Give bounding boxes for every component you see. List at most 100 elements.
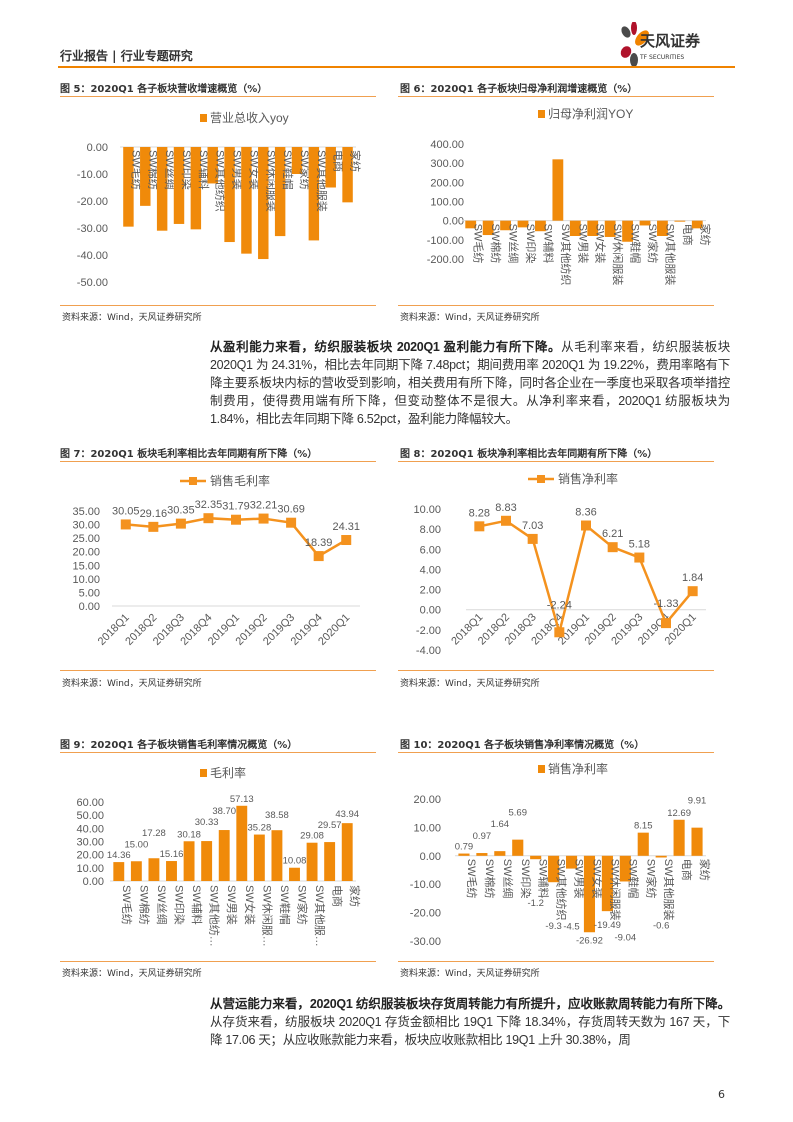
- paragraph-lead: 从营运能力来看，2020Q1 纺织服装板块存货周转能力有所提升，应收账款周转能力…: [210, 997, 730, 1011]
- category-label: SW鞋帽: [629, 224, 643, 264]
- data-label: 7.03: [522, 520, 543, 532]
- bar: [458, 853, 470, 856]
- y-tick-label: 10.00: [72, 574, 100, 586]
- data-label: 32.21: [250, 500, 278, 512]
- y-tick-label: 10.00: [76, 863, 104, 875]
- y-tick-label: -2.00: [416, 625, 441, 637]
- data-label: -9.04: [614, 932, 636, 943]
- bar: [691, 827, 703, 856]
- category-label: 电商: [331, 885, 345, 907]
- y-tick-label: 0.00: [420, 851, 441, 863]
- category-label: SW女装: [247, 150, 261, 190]
- y-tick-label: -20.00: [77, 196, 108, 208]
- category-label: SW休闲服装: [608, 859, 622, 921]
- y-tick-label: 0.00: [83, 876, 104, 888]
- y-tick-label: -30.00: [410, 936, 441, 948]
- data-point: [687, 586, 698, 597]
- y-tick-label: 50.00: [76, 810, 104, 822]
- bar: [569, 220, 581, 236]
- y-tick-label: -50.00: [77, 277, 108, 289]
- category-label: SW家纺: [296, 885, 310, 925]
- bar: [601, 855, 613, 912]
- category-label: SW毛纺: [129, 150, 143, 190]
- bar: [224, 147, 235, 243]
- data-point: [175, 518, 186, 529]
- bar: [123, 147, 134, 227]
- bar: [190, 147, 202, 230]
- divider: [60, 96, 376, 97]
- data-label: -26.92: [576, 935, 603, 946]
- data-label: -19.49: [594, 920, 621, 931]
- tf-securities-logo: [620, 22, 649, 67]
- y-tick-label: 20.00: [76, 850, 104, 862]
- bar: [476, 853, 488, 856]
- y-tick-label: 20.00: [72, 547, 100, 559]
- y-tick-label: -10.00: [410, 879, 441, 891]
- bar: [236, 805, 248, 881]
- y-tick-label: 0.00: [443, 216, 464, 228]
- category-label: SW丝绸: [507, 224, 521, 264]
- figure-10-title: 图 10：2020Q1 各子板块销售净利率情况概览（%）: [400, 740, 645, 751]
- bar: [291, 147, 303, 174]
- bar: [183, 841, 195, 881]
- data-point: [661, 618, 671, 629]
- data-point: [203, 513, 214, 524]
- legend-swatch: [538, 765, 545, 773]
- category-label: 电商: [680, 859, 694, 881]
- data-label: -2.24: [547, 599, 572, 611]
- data-label: 1.84: [682, 572, 703, 584]
- bar: [673, 819, 685, 856]
- bar: [218, 830, 230, 881]
- y-tick-label: 5.00: [79, 587, 100, 599]
- bar: [113, 862, 125, 881]
- data-label: 5.69: [509, 808, 528, 819]
- legend-marker: [537, 475, 545, 483]
- data-label: 38.58: [265, 810, 289, 821]
- y-tick-label: 100.00: [430, 197, 464, 209]
- source-note: 资料来源：Wind，天风证券研究所: [62, 679, 202, 689]
- category-label: SW棉纺: [137, 885, 151, 925]
- bar: [258, 147, 269, 260]
- category-label: SW休闲服…: [260, 885, 274, 947]
- category-label: SW男装: [231, 150, 244, 190]
- data-label: 35.28: [247, 823, 271, 834]
- category-label: SW其他纺…: [208, 885, 222, 947]
- data-point: [554, 627, 565, 638]
- y-tick-label: 30.00: [72, 520, 100, 532]
- data-point: [231, 514, 241, 525]
- data-label: 43.94: [335, 809, 359, 820]
- category-label: SW辅料: [541, 224, 555, 264]
- y-tick-label: 2.00: [420, 585, 441, 597]
- divider: [60, 305, 376, 306]
- category-label: SW其他服…: [313, 885, 326, 947]
- y-tick-label: 200.00: [430, 177, 464, 189]
- category-label: SW其他纺织: [214, 150, 228, 212]
- bar: [552, 159, 564, 221]
- category-label: SW棉纺: [146, 150, 160, 190]
- bar: [494, 851, 506, 856]
- category-label: SW其他服装: [662, 859, 675, 921]
- divider: [398, 752, 714, 753]
- y-tick-label: 4.00: [420, 564, 441, 576]
- data-point: [501, 515, 511, 526]
- data-point: [120, 519, 131, 530]
- data-label: 0.79: [455, 842, 474, 853]
- bar: [465, 220, 477, 229]
- data-point: [527, 533, 538, 544]
- category-label: 家纺: [349, 150, 363, 172]
- category-label: 家纺: [698, 859, 712, 881]
- paragraph-body: 从存货来看，纺服板块 2020Q1 存货金额相比 19Q1 下降 18.34%，…: [210, 1015, 730, 1047]
- data-label: 24.31: [332, 521, 360, 533]
- y-tick-label: 6.00: [420, 544, 441, 556]
- data-label: 30.35: [167, 505, 195, 517]
- legend-swatch: [200, 769, 207, 777]
- category-label: SW棉纺: [489, 224, 503, 264]
- bar: [637, 832, 649, 856]
- legend-swatch: [538, 110, 545, 118]
- y-tick-label: 40.00: [76, 823, 104, 835]
- data-label: 29.57: [318, 820, 342, 831]
- category-label: SW女装: [243, 885, 257, 925]
- data-label: 15.16: [160, 849, 184, 860]
- figure-7-title: 图 7：2020Q1 板块毛利率相比去年同期有所下降（%）: [60, 449, 318, 460]
- data-point: [474, 521, 485, 532]
